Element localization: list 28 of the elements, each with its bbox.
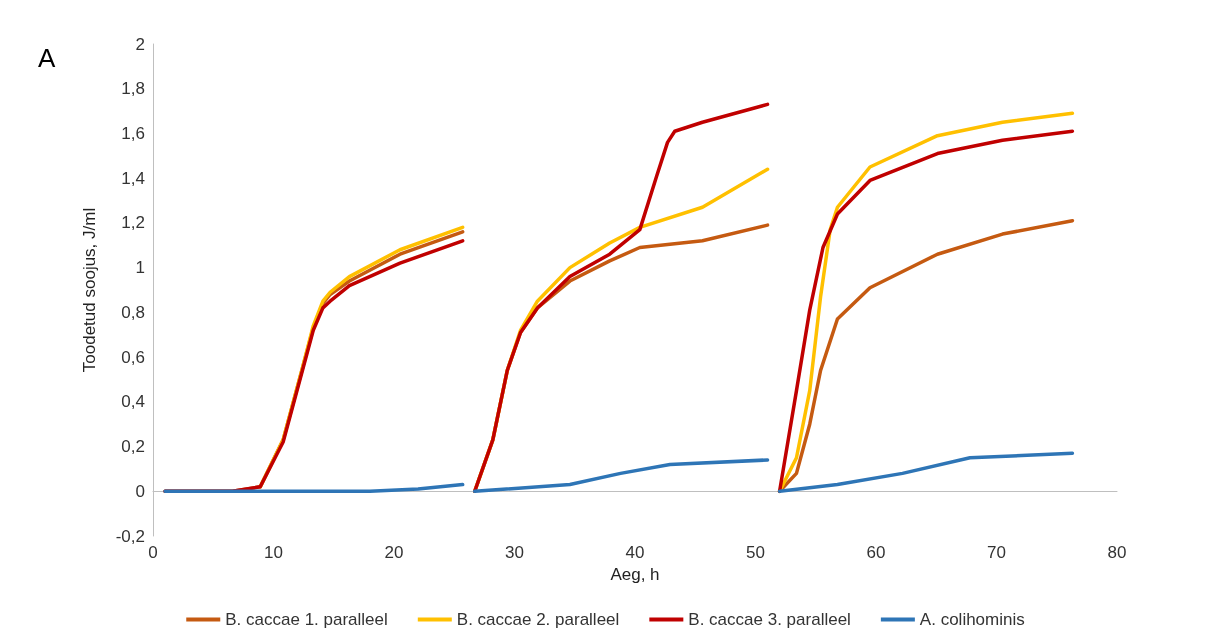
x-tick-label: 40 — [625, 543, 645, 562]
x-tick-label: 60 — [866, 543, 886, 562]
y-axis-title: Toodetud soojus, J/ml — [80, 207, 99, 373]
x-tick-label: 10 — [264, 543, 283, 562]
text: A — [38, 43, 56, 73]
x-tick-label: 20 — [384, 543, 404, 562]
y-tick-label: 1,8 — [121, 79, 145, 99]
x-tick-label: 30 — [505, 543, 524, 562]
x-tick-label: 0 — [148, 543, 158, 562]
y-tick-label: 0,8 — [121, 302, 145, 322]
legend-label: B. caccae 1. paralleel — [225, 610, 388, 629]
x-axis-title: Aeg, h — [610, 565, 660, 584]
y-tick-label: 0 — [135, 481, 145, 501]
x-tick-label: 70 — [987, 543, 1006, 562]
y-tick-label: -0,2 — [115, 526, 145, 546]
y-tick-label: 0,2 — [121, 437, 145, 457]
x-tick-label: 80 — [1107, 543, 1127, 562]
y-tick-label: 2 — [135, 34, 145, 54]
legend-label: B. caccae 3. paralleel — [688, 610, 851, 629]
y-tick-label: 1,2 — [121, 213, 145, 233]
x-tick-label: 50 — [746, 543, 765, 562]
legend-label: B. caccae 2. paralleel — [456, 610, 620, 629]
y-tick-label: 1,6 — [121, 123, 145, 143]
legend-label: A. colihominis — [919, 610, 1025, 629]
y-tick-label: 0,6 — [121, 347, 145, 367]
y-tick-label: 0,4 — [121, 392, 145, 412]
y-tick-label: 1 — [135, 258, 145, 278]
y-tick-label: 1,4 — [121, 168, 145, 188]
